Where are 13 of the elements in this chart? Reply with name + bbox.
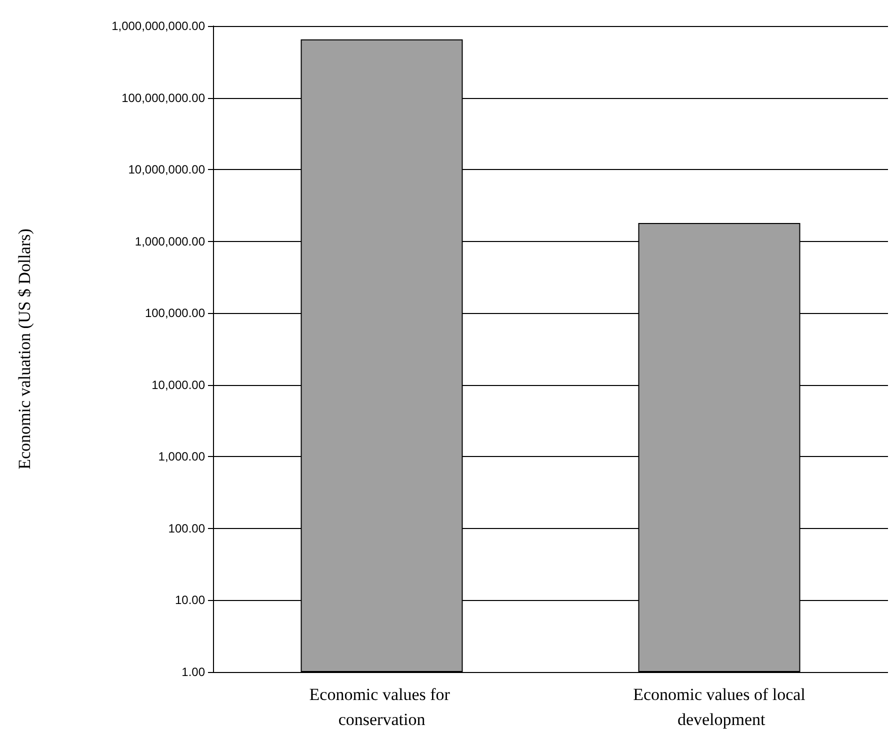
y-tick-label: 100,000.00 bbox=[144, 306, 206, 320]
y-axis-title: Economic valuation (US $ Dollars) bbox=[15, 228, 34, 470]
y-tick-label: 10,000,000.00 bbox=[128, 162, 206, 177]
y-tick-label: 10,000.00 bbox=[152, 378, 206, 392]
y-tick-label: 1,000,000,000.00 bbox=[112, 19, 206, 33]
y-tick-label: 1,000.00 bbox=[158, 450, 206, 464]
y-tick-label: 100,000,000.00 bbox=[122, 90, 206, 105]
x-tick-label: Economic values of local development bbox=[633, 685, 806, 729]
y-tick-label: 10.00 bbox=[174, 593, 206, 608]
y-tick-label: 1,000,000.00 bbox=[134, 234, 206, 248]
y-tick-label: 1.00 bbox=[182, 665, 206, 679]
x-tick-label: Economic values for conservation bbox=[309, 685, 454, 729]
y-tick-label: 100.00 bbox=[168, 521, 206, 536]
